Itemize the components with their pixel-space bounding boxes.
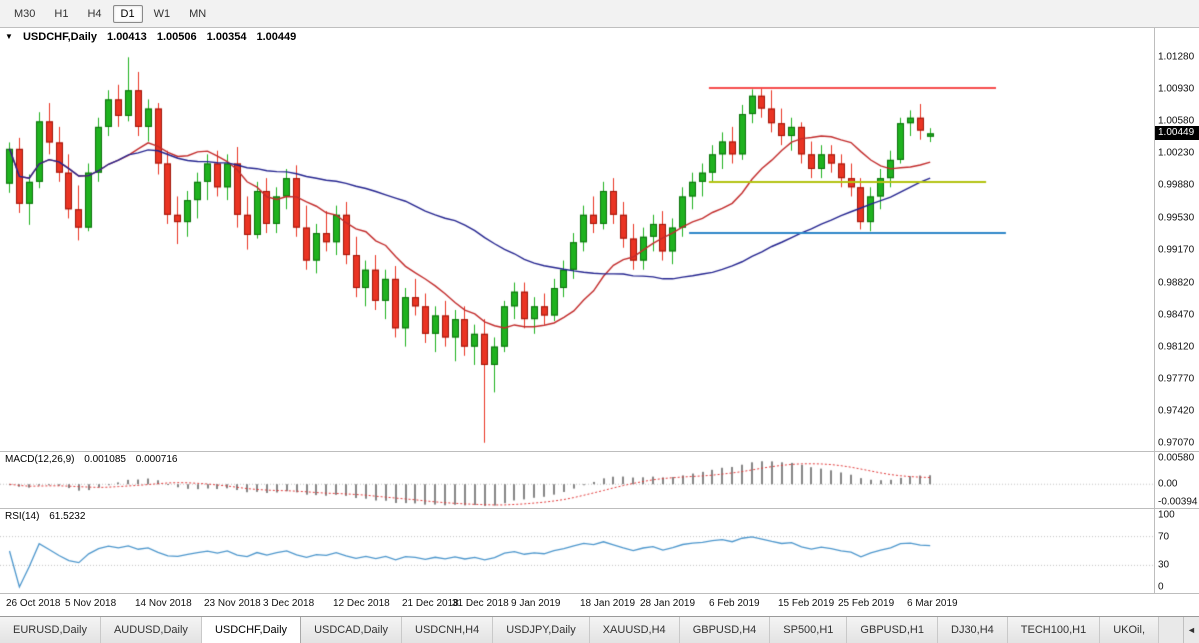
- date-label: 15 Feb 2019: [778, 598, 835, 609]
- date-label: 25 Feb 2019: [838, 598, 895, 609]
- price-tick: 0.97420: [1158, 405, 1195, 417]
- tab-usdchf-daily[interactable]: USDCHF,Daily: [201, 617, 302, 643]
- macd-main-value: 0.001085: [84, 454, 126, 465]
- date-label: 26 Oct 2018: [6, 598, 61, 609]
- rsi-value: 61.5232: [49, 511, 86, 522]
- macd-header: MACD(12,26,9) 0.001085 0.000716: [5, 454, 184, 465]
- price-tick: 0.99170: [1158, 244, 1195, 256]
- tab-gbpusd-h1[interactable]: GBPUSD,H1: [847, 617, 938, 643]
- rsi-scale-tick: 30: [1158, 559, 1170, 571]
- tab-usdcad-daily[interactable]: USDCAD,Daily: [301, 617, 403, 643]
- macd-scale-tick: -0.00394: [1158, 496, 1198, 508]
- timeframe-toolbar: M30 H1 H4 D1 W1 MN: [0, 0, 1199, 28]
- tab-usdcnh-h4[interactable]: USDCNH,H4: [402, 617, 494, 643]
- date-label: 18 Jan 2019: [580, 598, 636, 609]
- rsi-indicator-name: RSI(14): [5, 511, 40, 522]
- time-axis[interactable]: 26 Oct 2018 5 Nov 2018 14 Nov 2018 23 Nov 2…: [0, 594, 1199, 616]
- timeframe-button-d1[interactable]: D1: [112, 4, 143, 23]
- ohlc-close: 1.00449: [256, 31, 297, 43]
- date-label: 31 Dec 2018: [452, 598, 509, 609]
- price-tick: 1.00930: [1158, 83, 1195, 95]
- macd-canvas: [0, 452, 1154, 508]
- rsi-panel: RSI(14) 61.5232 100 70 30 0: [0, 509, 1199, 594]
- date-label: 28 Jan 2019: [640, 598, 696, 609]
- price-tick: 1.01280: [1158, 51, 1195, 63]
- tab-tech100-h1[interactable]: TECH100,H1: [1007, 617, 1101, 643]
- price-tick: 0.98820: [1158, 277, 1195, 289]
- price-tick: 0.99530: [1158, 212, 1195, 224]
- tab-dj30-h4[interactable]: DJ30,H4: [938, 617, 1008, 643]
- rsi-scale-tick: 0: [1158, 581, 1164, 593]
- chart-tabs-bar: EURUSD,Daily AUDUSD,Daily USDCHF,Daily USDC…: [0, 616, 1199, 643]
- date-label: 9 Jan 2019: [511, 598, 561, 609]
- price-tick: 0.98470: [1158, 309, 1195, 321]
- tab-xauusd-h4[interactable]: XAUUSD,H4: [589, 617, 680, 643]
- tab-audusd-daily[interactable]: AUDUSD,Daily: [100, 617, 202, 643]
- macd-panel: MACD(12,26,9) 0.001085 0.000716 0.00580 0…: [0, 452, 1199, 509]
- timeframe-button-h1[interactable]: H1: [54, 7, 69, 20]
- date-label: 14 Nov 2018: [135, 598, 192, 609]
- rsi-plot[interactable]: RSI(14) 61.5232: [0, 509, 1154, 593]
- timeframe-button-w1[interactable]: W1: [153, 7, 171, 20]
- timeframe-button-h4[interactable]: H4: [87, 7, 102, 20]
- date-label: 5 Nov 2018: [65, 598, 117, 609]
- chart-symbol-label: USDCHF,Daily: [22, 31, 97, 43]
- date-label: 6 Feb 2019: [709, 598, 760, 609]
- tab-sp500-h1[interactable]: SP500,H1: [770, 617, 848, 643]
- macd-scale-tick: 0.00: [1158, 478, 1178, 490]
- date-label: 3 Dec 2018: [263, 598, 315, 609]
- rsi-canvas: [0, 509, 1154, 593]
- price-tick: 0.97070: [1158, 437, 1195, 449]
- rsi-scale-tick: 100: [1158, 509, 1175, 521]
- price-scale[interactable]: 1.00449 1.01280 1.00930 1.00580 1.00230 0.99…: [1154, 28, 1199, 451]
- rsi-scale-tick: 70: [1158, 531, 1170, 543]
- macd-scale[interactable]: 0.00580 0.00 -0.00394: [1154, 452, 1199, 508]
- tab-ukoil[interactable]: UKOil,: [1100, 617, 1159, 643]
- chart-window: ▼ USDCHF,Daily 1.00413 1.00506 1.00354 1…: [0, 28, 1199, 616]
- price-tick: 0.98120: [1158, 341, 1195, 353]
- date-label: 21 Dec 2018: [402, 598, 459, 609]
- macd-signal-value: 0.000716: [135, 454, 178, 465]
- rsi-scale[interactable]: 100 70 30 0: [1154, 509, 1199, 593]
- main-chart-plot[interactable]: ▼ USDCHF,Daily 1.00413 1.00506 1.00354 1…: [0, 28, 1154, 451]
- candlestick-canvas: [0, 28, 1154, 451]
- price-tick: 0.99880: [1158, 179, 1195, 191]
- price-tick: 1.00230: [1158, 147, 1195, 159]
- ohlc-high: 1.00506: [156, 31, 197, 43]
- rsi-header: RSI(14) 61.5232: [5, 511, 92, 522]
- macd-plot[interactable]: MACD(12,26,9) 0.001085 0.000716: [0, 452, 1154, 508]
- ohlc-open: 1.00413: [107, 31, 147, 43]
- ohlc-low: 1.00354: [206, 31, 247, 43]
- tabs-scroll-left-icon[interactable]: ◄: [1183, 617, 1199, 643]
- timeframe-button-m30[interactable]: M30: [14, 7, 36, 20]
- date-label: 6 Mar 2019: [907, 598, 958, 609]
- macd-scale-tick: 0.00580: [1158, 452, 1195, 464]
- current-price-badge: 1.00449: [1155, 126, 1199, 140]
- price-tick: 1.00580: [1158, 115, 1195, 127]
- tab-gbpusd-h4[interactable]: GBPUSD,H4: [679, 617, 771, 643]
- macd-indicator-name: MACD(12,26,9): [5, 454, 75, 465]
- chart-ohlc-header: ▼ USDCHF,Daily 1.00413 1.00506 1.00354 1…: [5, 31, 303, 43]
- date-label: 23 Nov 2018: [204, 598, 261, 609]
- tab-usdjpy-daily[interactable]: USDJPY,Daily: [493, 617, 590, 643]
- main-chart-panel: ▼ USDCHF,Daily 1.00413 1.00506 1.00354 1…: [0, 28, 1199, 452]
- price-tick: 0.97770: [1158, 373, 1195, 385]
- tab-eurusd-daily[interactable]: EURUSD,Daily: [0, 617, 101, 643]
- timeframe-button-mn[interactable]: MN: [189, 7, 207, 20]
- chart-dropdown-icon: ▼: [5, 32, 13, 41]
- date-label: 12 Dec 2018: [333, 598, 390, 609]
